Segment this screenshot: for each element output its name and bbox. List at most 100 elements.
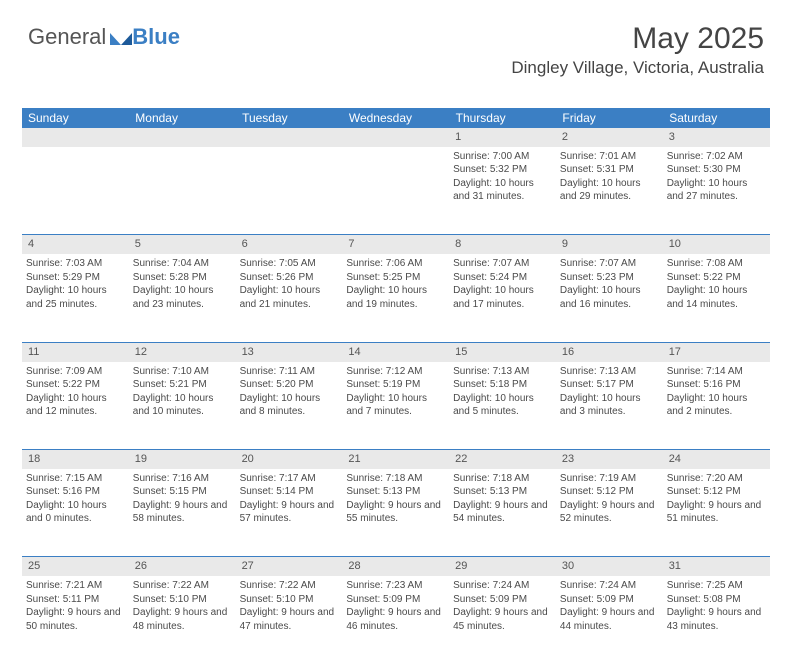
day-details-cell: Sunrise: 7:11 AMSunset: 5:20 PMDaylight:… (236, 362, 343, 450)
daylight-line: Daylight: 10 hours and 31 minutes. (453, 177, 552, 204)
day-details-cell: Sunrise: 7:12 AMSunset: 5:19 PMDaylight:… (342, 362, 449, 450)
sunset-line: Sunset: 5:21 PM (133, 378, 232, 392)
day-header: Friday (556, 108, 663, 128)
day-details-row: Sunrise: 7:09 AMSunset: 5:22 PMDaylight:… (22, 362, 770, 450)
sunset-line: Sunset: 5:12 PM (560, 485, 659, 499)
day-number-row: 18192021222324 (22, 450, 770, 469)
day-number-cell: 11 (22, 342, 129, 361)
sunset-line: Sunset: 5:10 PM (240, 593, 339, 607)
day-details-cell: Sunrise: 7:22 AMSunset: 5:10 PMDaylight:… (236, 576, 343, 664)
day-number-row: 123 (22, 128, 770, 147)
sunset-line: Sunset: 5:14 PM (240, 485, 339, 499)
sunset-line: Sunset: 5:16 PM (667, 378, 766, 392)
sunset-line: Sunset: 5:10 PM (133, 593, 232, 607)
day-number-cell: 28 (342, 557, 449, 576)
day-number-cell: 1 (449, 128, 556, 147)
daylight-line: Daylight: 10 hours and 0 minutes. (26, 499, 125, 526)
day-header: Sunday (22, 108, 129, 128)
day-number-cell: 19 (129, 450, 236, 469)
daylight-line: Daylight: 10 hours and 16 minutes. (560, 284, 659, 311)
day-number-cell: 30 (556, 557, 663, 576)
sunset-line: Sunset: 5:32 PM (453, 163, 552, 177)
sunrise-line: Sunrise: 7:12 AM (346, 365, 445, 379)
day-number-cell (342, 128, 449, 147)
day-number-cell: 17 (663, 342, 770, 361)
sunset-line: Sunset: 5:11 PM (26, 593, 125, 607)
sunset-line: Sunset: 5:23 PM (560, 271, 659, 285)
sunset-line: Sunset: 5:13 PM (453, 485, 552, 499)
daylight-line: Daylight: 9 hours and 52 minutes. (560, 499, 659, 526)
daylight-line: Daylight: 10 hours and 14 minutes. (667, 284, 766, 311)
day-details-cell: Sunrise: 7:13 AMSunset: 5:18 PMDaylight:… (449, 362, 556, 450)
page-header: May 2025 Dingley Village, Victoria, Aust… (511, 22, 764, 78)
sunset-line: Sunset: 5:12 PM (667, 485, 766, 499)
sunrise-line: Sunrise: 7:23 AM (346, 579, 445, 593)
sunrise-line: Sunrise: 7:24 AM (453, 579, 552, 593)
day-header: Wednesday (342, 108, 449, 128)
day-details-cell: Sunrise: 7:01 AMSunset: 5:31 PMDaylight:… (556, 147, 663, 235)
day-details-cell: Sunrise: 7:06 AMSunset: 5:25 PMDaylight:… (342, 254, 449, 342)
daylight-line: Daylight: 9 hours and 43 minutes. (667, 606, 766, 633)
brand-logo: General Blue (28, 24, 180, 50)
day-number-cell: 18 (22, 450, 129, 469)
day-number-row: 25262728293031 (22, 557, 770, 576)
sunrise-line: Sunrise: 7:11 AM (240, 365, 339, 379)
day-number-cell: 20 (236, 450, 343, 469)
day-number-cell: 27 (236, 557, 343, 576)
daylight-line: Daylight: 10 hours and 25 minutes. (26, 284, 125, 311)
daylight-line: Daylight: 9 hours and 50 minutes. (26, 606, 125, 633)
day-details-cell (236, 147, 343, 235)
day-number-cell: 24 (663, 450, 770, 469)
sunset-line: Sunset: 5:19 PM (346, 378, 445, 392)
sunset-line: Sunset: 5:29 PM (26, 271, 125, 285)
sunrise-line: Sunrise: 7:22 AM (133, 579, 232, 593)
sunrise-line: Sunrise: 7:10 AM (133, 365, 232, 379)
daylight-line: Daylight: 10 hours and 23 minutes. (133, 284, 232, 311)
sunrise-line: Sunrise: 7:24 AM (560, 579, 659, 593)
daylight-line: Daylight: 9 hours and 51 minutes. (667, 499, 766, 526)
sunrise-line: Sunrise: 7:25 AM (667, 579, 766, 593)
sunrise-line: Sunrise: 7:17 AM (240, 472, 339, 486)
day-details-cell: Sunrise: 7:08 AMSunset: 5:22 PMDaylight:… (663, 254, 770, 342)
brand-text-blue: Blue (132, 24, 180, 50)
sunrise-line: Sunrise: 7:18 AM (346, 472, 445, 486)
sunset-line: Sunset: 5:08 PM (667, 593, 766, 607)
day-details-cell: Sunrise: 7:20 AMSunset: 5:12 PMDaylight:… (663, 469, 770, 557)
day-number-cell: 3 (663, 128, 770, 147)
day-details-cell: Sunrise: 7:07 AMSunset: 5:23 PMDaylight:… (556, 254, 663, 342)
day-details-row: Sunrise: 7:00 AMSunset: 5:32 PMDaylight:… (22, 147, 770, 235)
sunrise-line: Sunrise: 7:08 AM (667, 257, 766, 271)
day-details-cell: Sunrise: 7:22 AMSunset: 5:10 PMDaylight:… (129, 576, 236, 664)
daylight-line: Daylight: 9 hours and 47 minutes. (240, 606, 339, 633)
sunrise-line: Sunrise: 7:05 AM (240, 257, 339, 271)
brand-text-general: General (28, 24, 106, 50)
day-details-cell: Sunrise: 7:10 AMSunset: 5:21 PMDaylight:… (129, 362, 236, 450)
sunset-line: Sunset: 5:09 PM (346, 593, 445, 607)
day-details-cell (129, 147, 236, 235)
day-details-row: Sunrise: 7:15 AMSunset: 5:16 PMDaylight:… (22, 469, 770, 557)
day-number-cell: 16 (556, 342, 663, 361)
day-details-cell (342, 147, 449, 235)
day-number-row: 11121314151617 (22, 342, 770, 361)
day-details-cell: Sunrise: 7:14 AMSunset: 5:16 PMDaylight:… (663, 362, 770, 450)
day-number-cell: 31 (663, 557, 770, 576)
day-number-cell: 14 (342, 342, 449, 361)
daylight-line: Daylight: 9 hours and 46 minutes. (346, 606, 445, 633)
day-number-cell: 22 (449, 450, 556, 469)
sunset-line: Sunset: 5:09 PM (560, 593, 659, 607)
day-details-cell: Sunrise: 7:24 AMSunset: 5:09 PMDaylight:… (449, 576, 556, 664)
sunrise-line: Sunrise: 7:20 AM (667, 472, 766, 486)
sunset-line: Sunset: 5:28 PM (133, 271, 232, 285)
sunset-line: Sunset: 5:18 PM (453, 378, 552, 392)
day-details-cell: Sunrise: 7:21 AMSunset: 5:11 PMDaylight:… (22, 576, 129, 664)
sunrise-line: Sunrise: 7:00 AM (453, 150, 552, 164)
day-number-cell: 12 (129, 342, 236, 361)
day-number-cell: 26 (129, 557, 236, 576)
day-header: Monday (129, 108, 236, 128)
day-number-cell: 13 (236, 342, 343, 361)
day-details-cell: Sunrise: 7:23 AMSunset: 5:09 PMDaylight:… (342, 576, 449, 664)
daylight-line: Daylight: 9 hours and 58 minutes. (133, 499, 232, 526)
daylight-line: Daylight: 10 hours and 29 minutes. (560, 177, 659, 204)
sunrise-line: Sunrise: 7:22 AM (240, 579, 339, 593)
day-details-cell: Sunrise: 7:02 AMSunset: 5:30 PMDaylight:… (663, 147, 770, 235)
